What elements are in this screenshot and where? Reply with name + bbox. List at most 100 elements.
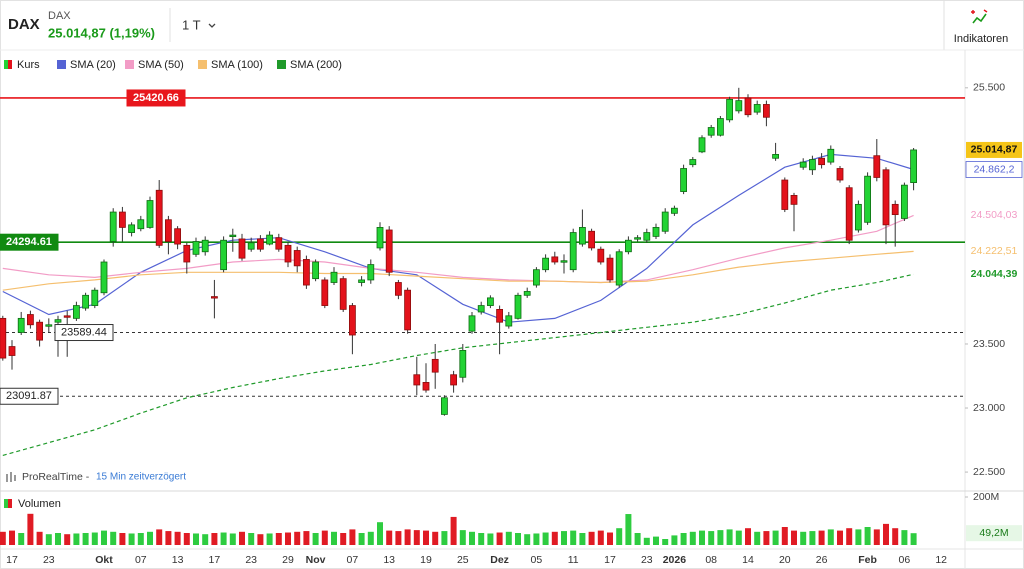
volume-bar	[294, 531, 301, 545]
candle-body	[652, 227, 660, 237]
candle-body	[91, 289, 99, 306]
candle-body	[560, 260, 568, 263]
volume-bar	[717, 530, 724, 545]
button-bg[interactable]	[945, 1, 1023, 49]
interval-dropdown[interactable]: 1 T	[182, 17, 216, 32]
volume-bar	[524, 534, 531, 545]
candle-body	[26, 314, 34, 326]
volume-bar	[505, 531, 512, 545]
level-tag	[0, 233, 59, 251]
volume-bar	[45, 534, 52, 545]
x-tick-label: 05	[531, 554, 543, 566]
logo	[6, 472, 16, 482]
volume-bar	[653, 536, 659, 545]
candle-body	[781, 179, 789, 210]
volume-bar	[73, 533, 80, 545]
candle-body	[0, 317, 7, 359]
candle-body	[440, 397, 448, 415]
volume-bar	[0, 531, 6, 545]
candle-body	[404, 289, 412, 331]
volume-bar	[708, 531, 715, 545]
value-tag	[966, 266, 1022, 283]
volume-bar	[303, 531, 310, 545]
x-tick-label: Feb	[858, 554, 877, 566]
legend-swatch	[125, 60, 134, 69]
volume-bar	[735, 530, 742, 545]
candle-body	[73, 305, 80, 319]
volume-bar	[680, 533, 687, 545]
volume-bar	[183, 533, 190, 545]
volume-bar	[101, 530, 107, 545]
x-tick-label: 19	[420, 554, 432, 566]
candle-body	[247, 242, 255, 250]
candle-body	[772, 154, 779, 159]
x-tick-label: 20	[779, 554, 791, 566]
volume-bar	[515, 533, 521, 545]
interval[interactable]: 1 T	[182, 17, 201, 32]
volume-bar	[634, 533, 641, 545]
volume-bar	[165, 531, 172, 545]
candle-body	[312, 261, 320, 280]
volume-bar	[266, 533, 273, 545]
volume-bar	[496, 532, 503, 545]
candle-body	[348, 305, 356, 336]
candle-body	[100, 261, 108, 294]
volume-bar	[837, 530, 843, 545]
volume-bar	[9, 530, 15, 545]
candle-body	[763, 104, 770, 118]
y2-tick-label: 200M	[973, 491, 999, 503]
x-tick-label: 29	[282, 554, 294, 566]
volume-bar	[588, 531, 595, 545]
volume-bar	[772, 530, 779, 545]
candle-body	[707, 127, 715, 136]
y-tick-label: 22.500	[973, 466, 1005, 478]
legend-swatch	[8, 60, 12, 69]
candle-body	[735, 100, 743, 112]
volume-bar	[377, 522, 383, 545]
volume-bar	[625, 514, 632, 545]
x-tick-label: 17	[604, 554, 616, 566]
volume-bar	[459, 530, 466, 545]
candle-body	[514, 294, 522, 319]
volume-bar	[846, 528, 853, 545]
value-tag-label: 24.862,2	[974, 163, 1015, 175]
candle-body	[910, 149, 917, 183]
volume-bar	[607, 532, 613, 545]
volume-bar	[910, 533, 917, 545]
candle-body	[533, 269, 540, 286]
candle-body	[569, 232, 577, 271]
x-tick-label: 26	[816, 554, 828, 566]
volume-bar	[662, 539, 669, 545]
volume-bar	[616, 528, 623, 545]
source-note: ProRealTime - 15 Min zeitverzögert	[6, 471, 186, 483]
candle-body	[845, 187, 853, 241]
candle-body	[698, 137, 706, 153]
volume-bar	[239, 531, 245, 545]
volume-bar	[229, 533, 236, 545]
candle-body	[634, 237, 641, 240]
icon	[972, 13, 987, 24]
candle-body	[82, 294, 89, 309]
candle-body	[367, 264, 375, 281]
candle-body	[615, 251, 623, 286]
candle-body	[422, 382, 430, 391]
volume-bar	[27, 513, 34, 545]
volume-bar	[91, 532, 98, 545]
indicators-button[interactable]: Indikatoren	[945, 1, 1023, 49]
candle-body	[689, 159, 697, 166]
value-tag-label: 49,2M	[979, 527, 1008, 539]
legend-swatch	[198, 60, 207, 69]
volume-bar	[478, 533, 485, 545]
value-tag-label: 24.504,03	[971, 209, 1018, 221]
candle-body	[183, 244, 191, 263]
candle-body	[385, 229, 393, 273]
candle-body	[54, 319, 62, 323]
volume-bar	[202, 534, 209, 545]
candle-body	[468, 315, 476, 332]
volume-bar	[533, 533, 540, 545]
candle-body	[818, 157, 825, 166]
volume-bar	[285, 532, 291, 545]
candle-body	[109, 211, 117, 242]
legend-swatch	[277, 60, 286, 69]
button-label[interactable]: Indikatoren	[954, 33, 1008, 45]
